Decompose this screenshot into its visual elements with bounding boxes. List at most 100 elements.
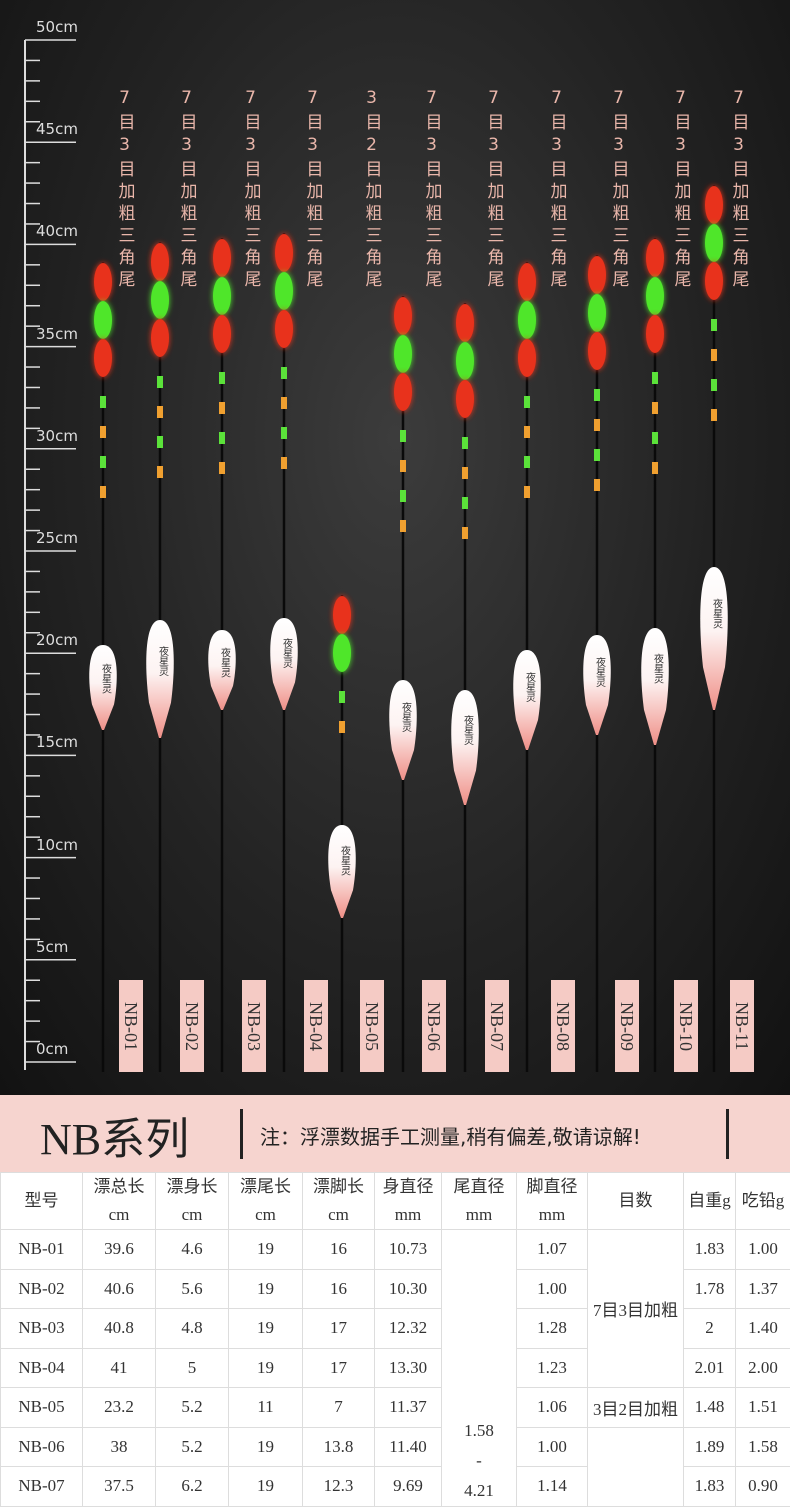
cell: 23.2 xyxy=(83,1388,156,1428)
tail-segment xyxy=(594,449,600,461)
lamp xyxy=(456,304,474,342)
header-text: cm xyxy=(303,1201,374,1229)
cell: 1.48 xyxy=(684,1388,736,1428)
tail-segment xyxy=(281,397,287,409)
cell: 11 xyxy=(229,1388,303,1428)
float: 夜星灵 xyxy=(700,185,728,1072)
cell: 1.51 xyxy=(736,1388,790,1428)
tail-segment xyxy=(400,520,406,532)
model-label: NB-10 xyxy=(674,980,698,1072)
brand-mark: 夜星灵 xyxy=(339,844,351,876)
cell: 1.06 xyxy=(517,1388,588,1428)
tail-type: 7目3目加粗三角尾 xyxy=(420,88,445,292)
ruler-label: 40cm xyxy=(36,222,78,240)
header-text: 漂脚长 xyxy=(303,1173,374,1201)
tail-type: 7目3目加粗三角尾 xyxy=(482,88,507,292)
cell: 7 xyxy=(303,1388,375,1428)
cell: 19 xyxy=(229,1467,303,1507)
header-text: cm xyxy=(156,1201,228,1229)
tail-segment xyxy=(157,466,163,478)
model-label: NB-04 xyxy=(304,980,328,1072)
cell: 17 xyxy=(303,1309,375,1349)
tail-type: 7目3目加粗三角尾 xyxy=(669,88,694,292)
tail-segment xyxy=(652,402,658,414)
cell: 1.58 xyxy=(736,1427,790,1467)
cell: 2.00 xyxy=(736,1348,790,1388)
lamp xyxy=(151,281,169,319)
cell: 2 xyxy=(684,1309,736,1349)
tail-segment xyxy=(100,486,106,498)
ruler-label: 20cm xyxy=(36,631,78,649)
cell: 19 xyxy=(229,1230,303,1270)
tail-segment xyxy=(100,396,106,408)
cell: NB-02 xyxy=(1,1269,83,1309)
cell: 16 xyxy=(303,1230,375,1270)
tail-segment xyxy=(462,497,468,509)
cell: NB-04 xyxy=(1,1348,83,1388)
lamp xyxy=(275,272,293,310)
series-banner: NB系列 注：浮漂数据手工测量,稍有偏差,敬请谅解! xyxy=(0,1095,790,1172)
lamp xyxy=(275,310,293,348)
tail-segment xyxy=(219,462,225,474)
lamp xyxy=(646,239,664,277)
ruler-label: 25cm xyxy=(36,529,78,547)
cell: 1.40 xyxy=(736,1309,790,1349)
tail-type: 7目3目加粗三角尾 xyxy=(301,88,326,292)
ruler-label: 15cm xyxy=(36,733,78,751)
cell-text: 4.21 xyxy=(442,1476,516,1506)
tail-type: 3目2目加粗三角尾 xyxy=(360,88,385,292)
tail-segment xyxy=(711,379,717,391)
tail-segment xyxy=(400,460,406,472)
lamp xyxy=(646,277,664,315)
brand-mark: 夜星灵 xyxy=(711,597,723,629)
model-label: NB-06 xyxy=(422,980,446,1072)
tail-segment xyxy=(524,426,530,438)
lamp xyxy=(518,263,536,301)
cell: 41 xyxy=(83,1348,156,1388)
cell: 11.37 xyxy=(375,1388,442,1428)
tail-segment xyxy=(157,406,163,418)
tail-segment xyxy=(281,427,287,439)
cell: 1.14 xyxy=(517,1467,588,1507)
tail-segment xyxy=(711,349,717,361)
cell: 5 xyxy=(156,1348,229,1388)
tail-segment xyxy=(219,432,225,444)
cell: 1.00 xyxy=(517,1269,588,1309)
header-text: cm xyxy=(83,1201,155,1229)
header-cell: 吃铅g xyxy=(736,1173,790,1230)
tail-segment xyxy=(524,396,530,408)
cell: 12.3 xyxy=(303,1467,375,1507)
tail-type: 7目3目加粗三角尾 xyxy=(239,88,264,292)
header-text: 身直径 xyxy=(375,1173,441,1201)
lamp xyxy=(94,339,112,377)
float-body xyxy=(641,628,669,745)
tail-segment xyxy=(462,527,468,539)
lamp xyxy=(151,319,169,357)
lamp xyxy=(518,339,536,377)
lamp xyxy=(333,634,351,672)
cell: 39.6 xyxy=(83,1230,156,1270)
cell: 1.89 xyxy=(684,1427,736,1467)
cell: 40.8 xyxy=(83,1309,156,1349)
model-label: NB-03 xyxy=(242,980,266,1072)
lamp xyxy=(705,186,723,224)
tail-type: 7目3目加粗三角尾 xyxy=(113,88,138,292)
lamp xyxy=(646,315,664,353)
tail-segment xyxy=(281,457,287,469)
header-text: 吃铅g xyxy=(736,1187,790,1215)
header-text: mm xyxy=(375,1201,441,1229)
series-title: NB系列 xyxy=(40,1103,189,1167)
cell: 4.6 xyxy=(156,1230,229,1270)
tail-segment xyxy=(652,432,658,444)
cell: 16 xyxy=(303,1269,375,1309)
brand-mark: 夜星灵 xyxy=(524,671,536,703)
header-text: mm xyxy=(442,1201,516,1229)
tail-segment xyxy=(594,479,600,491)
header-cell: 型号 xyxy=(1,1173,83,1230)
